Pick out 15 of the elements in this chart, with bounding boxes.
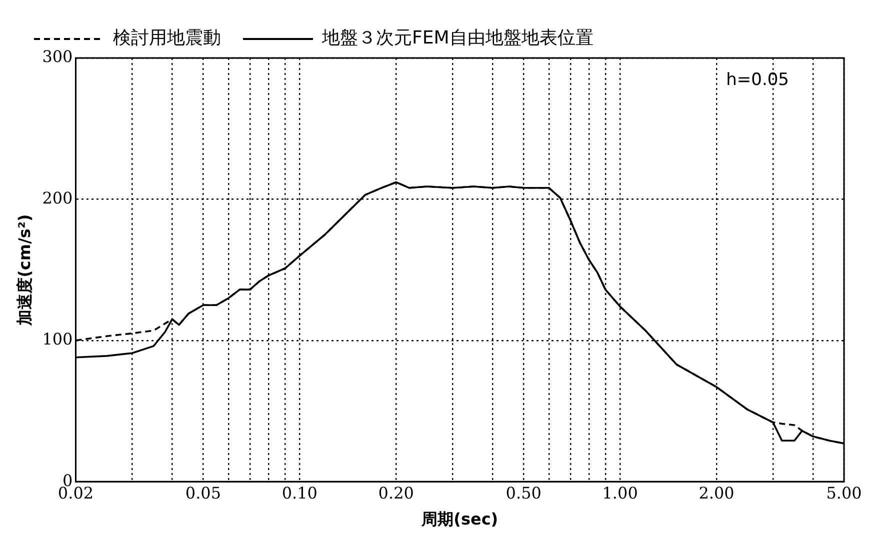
x-axis-title: 周期(sec) — [420, 510, 498, 529]
annotation: h=0.05 — [726, 70, 789, 90]
y-tick-label: 200 — [42, 188, 73, 208]
x-tick-label: 0.50 — [506, 483, 542, 502]
legend-label: 地盤３次元FEM自由地盤地表位置 — [321, 28, 594, 49]
legend-label: 検討用地震動 — [113, 28, 221, 49]
y-tick-label: 100 — [42, 330, 73, 349]
y-tick-label: 300 — [42, 47, 73, 66]
x-tick-label: 0.20 — [378, 483, 414, 502]
x-tick-label: 1.00 — [602, 483, 638, 502]
y-axis-title: 加速度(cm/s²) — [14, 214, 34, 326]
x-tick-label: 2.00 — [698, 483, 734, 502]
x-tick-label: 0.10 — [282, 483, 318, 502]
x-tick-label: 5.00 — [826, 483, 862, 502]
x-tick-label: 0.05 — [185, 483, 222, 502]
